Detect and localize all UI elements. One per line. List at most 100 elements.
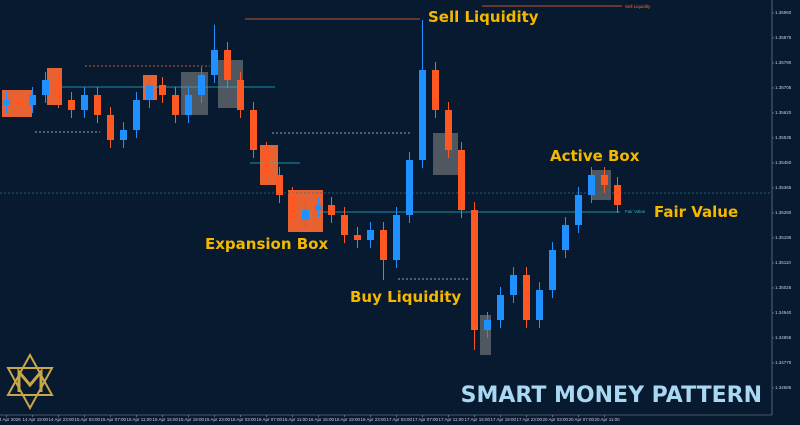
x-tick-label: 16 Apr 03:00: [231, 417, 257, 422]
y-tick-label: 1.35620: [775, 110, 792, 115]
candle-body: [510, 275, 517, 295]
candle-body: [575, 195, 582, 225]
x-tick-label: 15 Apr 03:00: [75, 417, 101, 422]
y-tick-label: 1.35705: [775, 85, 792, 90]
x-tick-label: 16 Apr 19:00: [335, 417, 361, 422]
y-tick-label: 1.35195: [775, 235, 792, 240]
x-tick-label: 17 Apr 19:00: [491, 417, 517, 422]
candle-body: [419, 70, 426, 160]
y-tick-label: 1.34855: [775, 335, 792, 340]
candle-body: [315, 205, 322, 210]
x-tick-label: 17 Apr 23:00: [517, 417, 543, 422]
x-tick-label: 15 Apr 19:00: [179, 417, 205, 422]
candle-body: [224, 50, 231, 80]
candle-body: [601, 175, 608, 185]
candles: [3, 20, 621, 350]
candle-body: [445, 110, 452, 150]
candle-body: [367, 230, 374, 240]
candle-body: [458, 150, 465, 210]
annotations: Sell Liquidity Sell Liquidity Active Box…: [205, 4, 762, 408]
candle-body: [471, 210, 478, 330]
y-tick-label: 1.35365: [775, 185, 792, 190]
candle-body: [263, 150, 270, 175]
y-tick-label: 1.35875: [775, 35, 792, 40]
candle-body: [562, 225, 569, 250]
y-tick-label: 1.35535: [775, 135, 792, 140]
logo: [6, 352, 54, 411]
candle-body: [16, 100, 23, 105]
candle-body: [198, 75, 205, 95]
candle-body: [484, 320, 491, 330]
x-tick-label: 14 Apr 2026: [0, 417, 21, 422]
candle-body: [81, 95, 88, 110]
x-tick-label: 17 Apr 15:00: [465, 417, 491, 422]
candle-body: [120, 130, 127, 140]
x-tick-label: 15 Apr 07:00: [101, 417, 127, 422]
candle-body: [237, 80, 244, 110]
y-tick-label: 1.35450: [775, 160, 792, 165]
candle-body: [406, 160, 413, 215]
candle-body: [523, 275, 530, 320]
candle-body: [302, 210, 309, 220]
x-tick-label: 17 Apr 11:00: [439, 417, 465, 422]
candle-body: [68, 100, 75, 110]
candle-body: [432, 70, 439, 110]
annotation: Expansion Box: [205, 235, 328, 253]
candle-body: [94, 95, 101, 115]
x-tick-label: 20 Apr 11:00: [595, 417, 621, 422]
candle-body: [328, 205, 335, 215]
y-tick-label: 1.34685: [775, 385, 792, 390]
y-tick-label: 1.35025: [775, 285, 792, 290]
candle-body: [497, 295, 504, 320]
candle-body: [133, 100, 140, 130]
annotation: Sell Liquidity: [625, 4, 651, 9]
candle-body: [146, 85, 153, 100]
y-tick-label: 1.35790: [775, 60, 792, 65]
x-tick-label: 16 Apr 23:00: [361, 417, 387, 422]
candle-body: [172, 95, 179, 115]
candle-body: [29, 95, 36, 105]
annotation: Active Box: [550, 147, 640, 165]
x-tick-label: 20 Apr 07:00: [569, 417, 595, 422]
x-tick-label: 15 Apr 15:00: [153, 417, 179, 422]
candle-body: [159, 85, 166, 95]
x-tick-label: 17 Apr 03:00: [387, 417, 413, 422]
x-tick-label: 17 Apr 07:00: [413, 417, 439, 422]
candle-body: [588, 175, 595, 195]
annotation: Buy Liquidity: [350, 288, 461, 306]
y-tick-label: 1.35280: [775, 210, 792, 215]
x-tick-label: 15 Apr 11:00: [127, 417, 153, 422]
x-tick-label: 16 Apr 07:00: [257, 417, 283, 422]
x-tick-label: 14 Apr 19:00: [23, 417, 49, 422]
annotation: Sell Liquidity: [428, 8, 539, 26]
x-tick-label: 20 Apr 03:00: [543, 417, 569, 422]
candle-body: [276, 175, 283, 195]
zone-box: [480, 315, 491, 355]
candle-body: [185, 95, 192, 115]
x-tick-label: 16 Apr 15:00: [309, 417, 335, 422]
x-tick-label: 15 Apr 23:00: [205, 417, 231, 422]
candle-body: [289, 195, 296, 220]
candle-body: [549, 250, 556, 290]
candle-body: [380, 230, 387, 260]
candle-body: [3, 100, 10, 105]
candle-body: [614, 185, 621, 205]
candle-body: [341, 215, 348, 235]
x-tick-label: 16 Apr 11:00: [283, 417, 309, 422]
candle-body: [536, 290, 543, 320]
annotation: Fair Value: [654, 203, 738, 221]
brand-title: SMART MONEY PATTERN: [461, 383, 762, 408]
logo-m: [17, 367, 43, 392]
x-tick-label: 14 Apr 23:00: [49, 417, 75, 422]
annotation: Fair Value: [625, 209, 646, 214]
y-tick-label: 1.34770: [775, 360, 792, 365]
candle-body: [250, 110, 257, 150]
candle-body: [393, 215, 400, 260]
candle-body: [354, 235, 361, 240]
candle-body: [55, 80, 62, 100]
candle-body: [42, 80, 49, 95]
y-tick-label: 1.35960: [775, 10, 792, 15]
candle-body: [107, 115, 114, 140]
